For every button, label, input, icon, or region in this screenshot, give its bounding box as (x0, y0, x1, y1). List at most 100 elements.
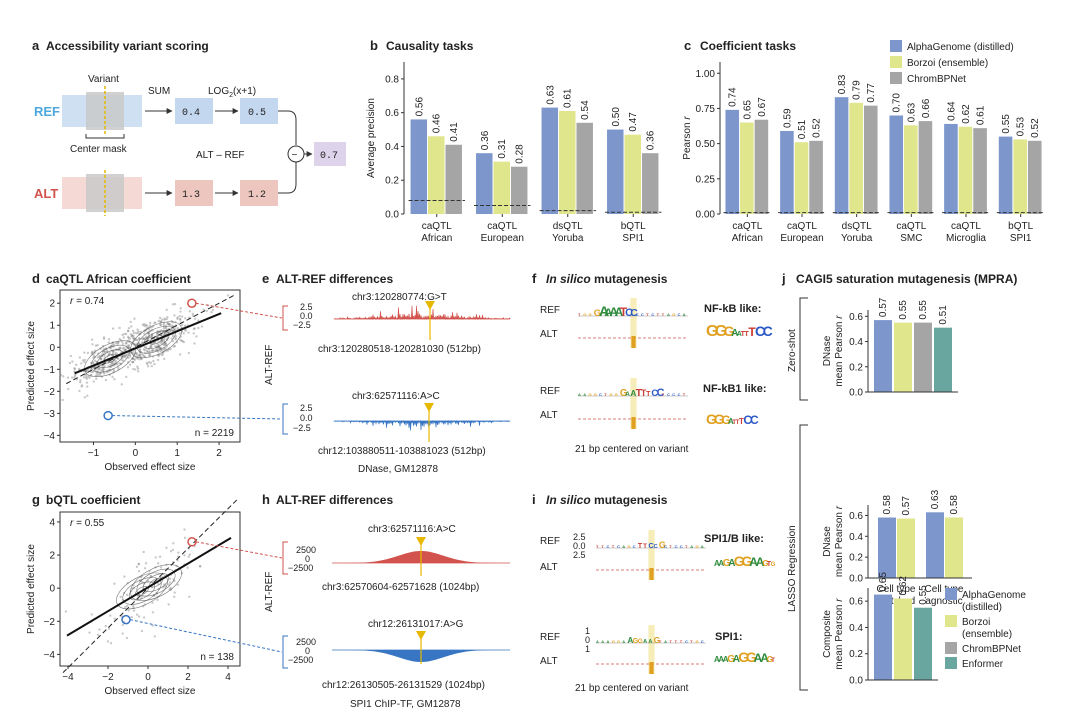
d-point (98, 373, 102, 377)
d-point (136, 339, 139, 342)
g-density-contour (130, 564, 182, 601)
g-point (137, 615, 141, 618)
d-point (161, 352, 164, 355)
j3-ylabel-2: mean Pearson r (834, 598, 845, 670)
d-highlight-red (187, 298, 197, 308)
panel-i-tick-t2: 0.0 (573, 541, 586, 551)
d-point (92, 354, 96, 357)
d-point (128, 337, 132, 340)
caqtl-scatter-plot: −1 0 1 2 −4 −3 −2 −1 0 1 2 Observed effect size Pred… (26, 289, 288, 473)
minus-operator-symbol: − (292, 150, 298, 161)
c-xtick-label: SMC (900, 233, 922, 244)
i-top-ref-base: A (690, 544, 693, 549)
c-ytick-label: 0.25 (696, 174, 716, 185)
panel-f-caption: 21 bp centered on variant (575, 444, 689, 455)
d-point (136, 367, 140, 370)
b-data-label: 0.31 (497, 139, 508, 159)
motif-spi1b-letter: G (771, 562, 776, 568)
motif-spi1-letter: G (727, 654, 735, 665)
panel-i-alt-2: ALT (540, 656, 558, 667)
motif-spi1b-letter: G (762, 559, 768, 568)
d-xtick-label: −1 (88, 448, 100, 459)
d-point (188, 310, 192, 313)
d-point (160, 338, 164, 342)
center-mask-bracket (85, 134, 125, 139)
d-point (149, 345, 152, 349)
i-top-ref-base: C (633, 544, 636, 549)
d-point (148, 321, 152, 325)
d-point (142, 348, 146, 351)
d-point (141, 354, 145, 357)
motif-spi1b-letter: T (767, 561, 772, 568)
j-legend-swatch-enformer (945, 657, 957, 669)
g-point (142, 550, 145, 554)
d-point (111, 354, 114, 357)
c-ytick-label: 0.00 (696, 210, 716, 221)
j-legend-swatch-borzoi (945, 615, 957, 627)
d-point (122, 354, 126, 358)
panel-e-top-tick-3: −2.5 (293, 320, 311, 330)
d-point (145, 361, 149, 364)
panel-g-title: bQTL coefficient (46, 493, 140, 507)
ref-log-value: 0.5 (248, 108, 266, 119)
d-point (132, 357, 135, 361)
panel-letter-g: g (32, 492, 40, 507)
d-point (145, 349, 149, 352)
d-point (129, 333, 133, 336)
d-point (152, 359, 155, 363)
d-point (131, 335, 134, 338)
g-point (158, 555, 162, 558)
g-highlight-blue (121, 614, 131, 625)
panel-h-bottom-region: chr12:26130505-26131529 (1024bp) (322, 680, 485, 691)
g-point (171, 548, 175, 552)
g-point (156, 562, 160, 565)
panel-i-tick-b1: 1 (585, 626, 590, 636)
d-point (200, 325, 204, 328)
d-point (140, 357, 143, 361)
motif-spi1-letter: A (733, 654, 740, 665)
panel-i: i In silico mutagenesis REF ALT 2.5 0.0 … (532, 492, 776, 694)
panel-e-bottom-tick-2: 0.0 (300, 413, 313, 423)
j1-data-label: 0.55 (898, 300, 909, 320)
i-top-ref-base: T (669, 544, 672, 549)
b-bar (510, 166, 528, 214)
motif-spi1b-letter: A (714, 559, 720, 568)
f-bottom-ref-base: C (657, 387, 665, 399)
d-point (168, 322, 171, 326)
d-point (162, 323, 165, 326)
c-ytick-label: 0.50 (696, 139, 716, 150)
g-point (142, 616, 146, 619)
d-point (112, 360, 115, 363)
d-point (128, 363, 132, 367)
c-data-label: 0.65 (742, 100, 753, 120)
motif-spi1-letter: G (746, 649, 757, 665)
d-point (86, 368, 90, 372)
d-point (148, 353, 151, 356)
log-label: LOG2(x+1) (208, 86, 256, 99)
d-point (144, 335, 148, 338)
f-top-ref-base: G (583, 312, 586, 317)
j1-ytick-label: 0.6 (849, 312, 863, 323)
d-point (121, 342, 125, 346)
d-point (148, 324, 152, 327)
c-xtick-label: SPI1 (1010, 233, 1032, 244)
j-legend-alphagenome-sub: (distilled) (962, 602, 1002, 613)
d-point (115, 352, 118, 356)
g-point (125, 593, 129, 597)
d-point (98, 367, 101, 371)
panel-i-title: In silico mutagenesis (546, 493, 668, 507)
panel-d-title: caQTL African coefficient (46, 272, 191, 286)
coefficient-bar-chart: 0.00 0.25 0.50 0.75 1.00 Pearson r 0.740.65 0.6… (682, 62, 1045, 244)
c-data-label: 0.63 (906, 102, 917, 122)
i-bottom-ref-base: T (659, 639, 662, 644)
b-data-label: 0.63 (545, 85, 556, 105)
f-top-alt-drop (631, 336, 636, 348)
d-point (116, 342, 119, 346)
j2-ylabel-2: mean Pearson r (834, 505, 845, 577)
d-point (183, 324, 187, 328)
b-bar (541, 107, 559, 214)
f-bottom-ref-base: A (625, 391, 630, 398)
c-bar (918, 121, 933, 214)
g-point (183, 536, 187, 540)
